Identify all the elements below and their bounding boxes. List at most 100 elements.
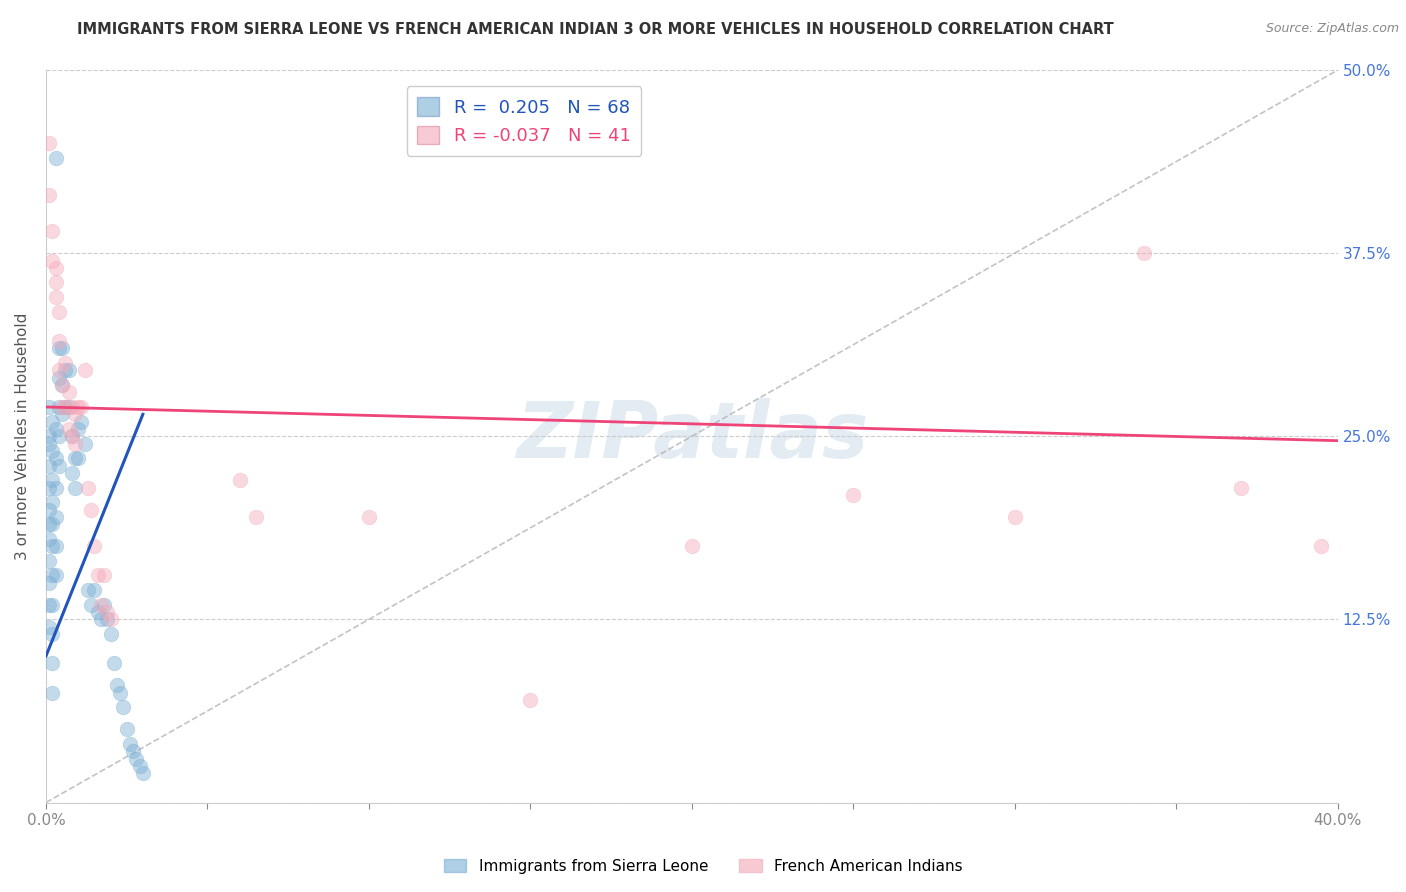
- Point: [38, 575, 60, 590]
- Point: [58, 363, 80, 377]
- Point: [38, 436, 60, 450]
- Point: [41, 415, 63, 429]
- Point: [73, 363, 96, 377]
- Point: [38, 620, 60, 634]
- Point: [38, 598, 60, 612]
- Point: [41, 657, 63, 671]
- Point: [38, 429, 60, 443]
- Point: [45, 290, 67, 304]
- Point: [245, 509, 267, 524]
- Legend: R =  0.205   N = 68, R = -0.037   N = 41: R = 0.205 N = 68, R = -0.037 N = 41: [406, 87, 641, 156]
- Point: [63, 481, 86, 495]
- Point: [45, 539, 67, 553]
- Point: [51, 400, 73, 414]
- Text: IMMIGRANTS FROM SIERRA LEONE VS FRENCH AMERICAN INDIAN 3 OR MORE VEHICLES IN HOU: IMMIGRANTS FROM SIERRA LEONE VS FRENCH A…: [77, 22, 1114, 37]
- Point: [38, 532, 60, 546]
- Point: [45, 260, 67, 275]
- Point: [51, 378, 73, 392]
- Point: [48, 429, 70, 443]
- Point: [519, 693, 541, 707]
- Point: [100, 627, 122, 641]
- Point: [93, 598, 115, 612]
- Point: [60, 429, 83, 443]
- Point: [77, 583, 100, 598]
- Point: [41, 686, 63, 700]
- Point: [38, 136, 60, 151]
- Point: [53, 400, 76, 414]
- Point: [60, 400, 83, 414]
- Text: ZIPatlas: ZIPatlas: [516, 399, 868, 475]
- Point: [67, 400, 90, 414]
- Point: [842, 488, 865, 502]
- Point: [90, 598, 112, 612]
- Point: [48, 458, 70, 473]
- Point: [48, 370, 70, 384]
- Point: [115, 723, 138, 737]
- Point: [118, 737, 141, 751]
- Point: [38, 400, 60, 414]
- Point: [86, 605, 108, 619]
- Point: [45, 151, 67, 165]
- Point: [51, 342, 73, 356]
- Point: [48, 334, 70, 348]
- Point: [45, 451, 67, 466]
- Point: [41, 473, 63, 487]
- Point: [128, 759, 150, 773]
- Point: [83, 583, 105, 598]
- Point: [45, 568, 67, 582]
- Point: [38, 187, 60, 202]
- Point: [48, 363, 70, 377]
- Point: [125, 751, 148, 765]
- Point: [100, 612, 122, 626]
- Point: [132, 766, 155, 780]
- Point: [63, 451, 86, 466]
- Point: [96, 605, 118, 619]
- Point: [45, 481, 67, 495]
- Point: [58, 400, 80, 414]
- Point: [1310, 539, 1333, 553]
- Point: [63, 407, 86, 421]
- Point: [41, 517, 63, 532]
- Point: [77, 481, 100, 495]
- Point: [681, 539, 703, 553]
- Point: [96, 612, 118, 626]
- Point: [58, 385, 80, 400]
- Point: [60, 429, 83, 443]
- Point: [45, 422, 67, 436]
- Point: [45, 509, 67, 524]
- Point: [41, 598, 63, 612]
- Point: [67, 422, 90, 436]
- Point: [48, 400, 70, 414]
- Point: [41, 224, 63, 238]
- Point: [41, 444, 63, 458]
- Legend: Immigrants from Sierra Leone, French American Indians: Immigrants from Sierra Leone, French Ame…: [437, 853, 969, 880]
- Point: [110, 686, 132, 700]
- Point: [45, 276, 67, 290]
- Point: [63, 436, 86, 450]
- Point: [51, 407, 73, 421]
- Point: [86, 568, 108, 582]
- Point: [48, 342, 70, 356]
- Point: [93, 568, 115, 582]
- Point: [67, 451, 90, 466]
- Point: [357, 509, 380, 524]
- Point: [122, 744, 145, 758]
- Point: [80, 598, 103, 612]
- Point: [41, 568, 63, 582]
- Point: [53, 400, 76, 414]
- Point: [70, 415, 93, 429]
- Point: [1004, 509, 1026, 524]
- Point: [83, 539, 105, 553]
- Point: [90, 612, 112, 626]
- Point: [80, 502, 103, 516]
- Point: [38, 458, 60, 473]
- Point: [105, 678, 128, 692]
- Y-axis label: 3 or more Vehicles in Household: 3 or more Vehicles in Household: [15, 312, 30, 560]
- Point: [48, 305, 70, 319]
- Point: [228, 473, 250, 487]
- Point: [103, 657, 125, 671]
- Point: [38, 517, 60, 532]
- Point: [112, 700, 135, 714]
- Point: [38, 481, 60, 495]
- Point: [73, 436, 96, 450]
